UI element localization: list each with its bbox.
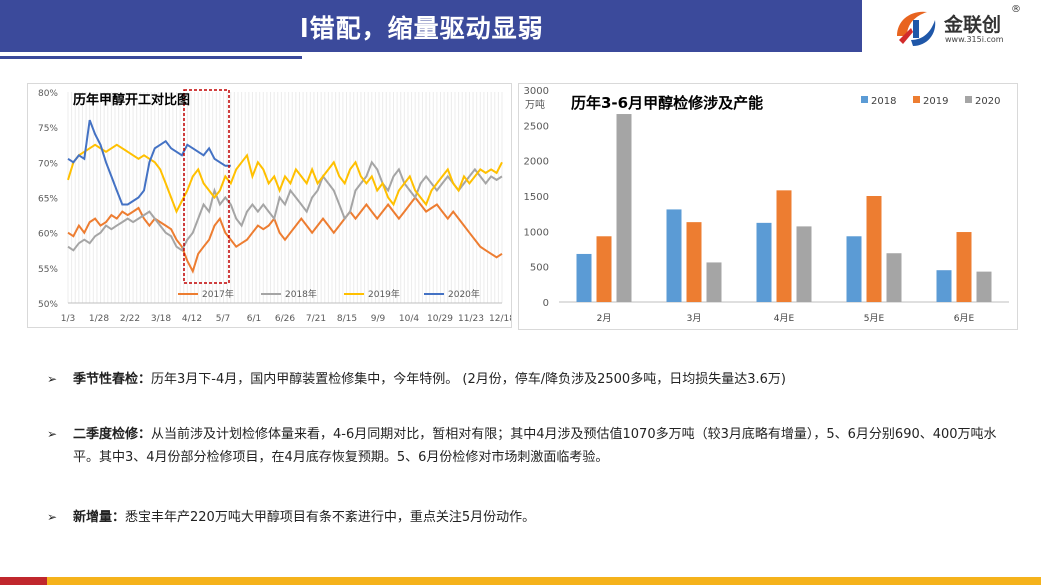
x-tick-label: 11/23 xyxy=(458,314,484,324)
y-tick-label: 2000 xyxy=(524,157,549,168)
legend-swatch xyxy=(913,96,920,103)
y-tick-label: 80% xyxy=(38,89,58,99)
legend-label: 2020年 xyxy=(448,288,480,300)
series-line-2019年 xyxy=(67,143,503,215)
bullet-q2-maintenance: ➢ 二季度检修：从当前涉及计划检修体量来看，4-6月同期对比，暂相对有限；其中4… xyxy=(47,423,1007,469)
bar-2019-4月E xyxy=(776,190,792,302)
x-tick-label: 7/21 xyxy=(306,314,326,324)
y-tick-label: 500 xyxy=(530,263,549,274)
bar-2020-5月E xyxy=(886,253,902,302)
legend-label: 2018年 xyxy=(285,288,317,300)
x-tick-label: 1/3 xyxy=(61,314,75,324)
bar-2018-3月 xyxy=(666,209,682,302)
x-tick-label: 2/22 xyxy=(120,314,140,324)
highlight-box xyxy=(183,89,230,284)
bar-2020-3月 xyxy=(706,262,722,302)
logo-url: www.315i.com xyxy=(945,35,1004,44)
y-tick-label: 0 xyxy=(543,298,549,309)
bullet-seasonal: ➢ 季节性春检：历年3月下-4月，国内甲醇装置检修集中，今年特例。 (2月份，停… xyxy=(47,368,786,391)
page-title: l错配，缩量驱动显弱 xyxy=(300,14,544,43)
x-tick-label: 5/7 xyxy=(216,314,230,324)
y-tick-label: 70% xyxy=(38,159,58,169)
y-tick-label: 50% xyxy=(38,300,58,310)
x-tick-label: 3/18 xyxy=(151,314,171,324)
bullet-label: 新增量： xyxy=(73,510,126,525)
bar-2019-3月 xyxy=(686,222,702,302)
legend-label: 2019年 xyxy=(368,288,400,300)
bar-2018-4月E xyxy=(756,222,772,302)
bullet-label: 二季度检修： xyxy=(73,427,152,442)
x-tick-label: 4/12 xyxy=(182,314,202,324)
bar-2018-2月 xyxy=(576,253,592,302)
y-tick-label: 75% xyxy=(38,124,58,134)
bar-2020-6月E xyxy=(976,271,992,302)
bar-2020-4月E xyxy=(796,226,812,302)
legend-label: 2019 xyxy=(923,96,948,107)
x-tick-label: 8/15 xyxy=(337,314,357,324)
legend-label: 2017年 xyxy=(202,288,234,300)
bullet-label: 季节性春检： xyxy=(73,372,152,387)
company-logo: 金联创 ® www.315i.com xyxy=(893,4,1023,50)
x-tick-label: 5月E xyxy=(864,313,885,324)
bullet-text: 从当前涉及计划检修体量来看，4-6月同期对比，暂相对有限；其中4月涉及预估值10… xyxy=(73,427,997,465)
x-tick-label: 10/29 xyxy=(427,314,453,324)
series-line-2017年 xyxy=(67,195,503,274)
line-chart-panel: 50% 55% 60% 65% 70% 75% 80% 1/3 1/28 2/22 3/18 4/12… xyxy=(27,83,515,328)
bullet-arrow-icon: ➢ xyxy=(47,427,58,441)
y-tick-label: 55% xyxy=(38,265,58,275)
line-chart: 50% 55% 60% 65% 70% 75% 80% 1/3 1/28 2/22 3/18 4/12… xyxy=(38,89,515,324)
legend-label: 2020 xyxy=(975,96,1000,107)
y-tick-label: 1500 xyxy=(524,192,549,203)
legend-swatch xyxy=(965,96,972,103)
logo-name: 金联创 xyxy=(944,14,1002,36)
bullet-new-capacity: ➢ 新增量：悉宝丰年产220万吨大甲醇项目有条不紊进行中，重点关注5月份动作。 xyxy=(47,506,535,529)
legend-swatch xyxy=(861,96,868,103)
x-tick-label: 4月E xyxy=(774,313,795,324)
logo-mark-icon xyxy=(897,11,936,46)
y-tick-label: 3000 xyxy=(524,86,549,97)
x-tick-label: 1/28 xyxy=(89,314,109,324)
x-tick-label: 6月E xyxy=(954,313,975,324)
bar-chart-panel: 0 500 1000 1500 2000 2500 3000 万吨 2月 3月 4月E 5月E 6月E 历… xyxy=(518,83,1018,330)
bullet-text: 历年3月下-4月，国内甲醇装置检修集中，今年特例。 (2月份，停车/降负涉及25… xyxy=(151,372,786,387)
series-line-2018年 xyxy=(67,160,503,252)
x-tick-label: 3月 xyxy=(687,313,702,324)
bar-2019-6月E xyxy=(956,232,972,302)
logo-registered: ® xyxy=(1011,4,1021,15)
series-line-2020年 xyxy=(67,119,231,206)
y-tick-label: 2500 xyxy=(524,121,549,132)
footer-bar-gold xyxy=(47,577,1041,585)
bar-2018-5月E xyxy=(846,236,862,302)
y-tick-label: 1000 xyxy=(524,227,549,238)
bullet-arrow-icon: ➢ xyxy=(47,510,58,524)
bar-2018-6月E xyxy=(936,270,952,302)
bar-2019-2月 xyxy=(596,236,612,302)
bullet-text: 悉宝丰年产220万吨大甲醇项目有条不紊进行中，重点关注5月份动作。 xyxy=(125,510,536,525)
chart-title: 历年甲醇开工对比图 xyxy=(73,92,190,108)
y-tick-label: 65% xyxy=(38,195,58,205)
y-unit-label: 万吨 xyxy=(525,98,545,111)
title-underline xyxy=(0,56,302,59)
x-tick-label: 12/18 xyxy=(489,314,511,324)
x-tick-label: 6/1 xyxy=(247,314,261,324)
title-bar: l错配，缩量驱动显弱 xyxy=(0,0,862,52)
x-tick-label: 6/26 xyxy=(275,314,295,324)
bullet-arrow-icon: ➢ xyxy=(47,372,58,386)
legend-label: 2018 xyxy=(871,96,896,107)
bar-2020-2月 xyxy=(616,114,632,302)
x-tick-label: 10/4 xyxy=(399,314,419,324)
x-tick-label: 9/9 xyxy=(371,314,386,324)
bar-2019-5月E xyxy=(866,196,882,302)
y-tick-label: 60% xyxy=(38,230,58,240)
x-tick-label: 2月 xyxy=(597,313,612,324)
footer-bar-red xyxy=(0,577,47,585)
chart-title: 历年3-6月甲醇检修涉及产能 xyxy=(571,94,763,112)
